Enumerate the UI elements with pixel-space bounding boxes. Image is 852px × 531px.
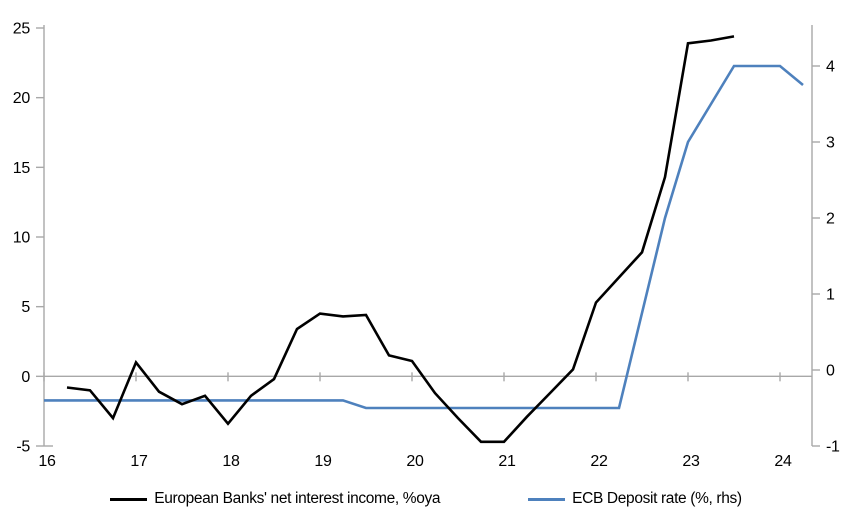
svg-text:-1: -1: [826, 439, 840, 456]
svg-text:2: 2: [826, 211, 835, 228]
svg-text:1: 1: [826, 287, 835, 304]
svg-text:0: 0: [21, 369, 30, 386]
svg-text:17: 17: [130, 453, 148, 470]
svg-text:-5: -5: [16, 439, 30, 456]
svg-text:10: 10: [13, 230, 31, 247]
svg-text:5: 5: [21, 299, 30, 316]
svg-text:22: 22: [590, 453, 608, 470]
svg-text:18: 18: [222, 453, 240, 470]
svg-text:4: 4: [826, 59, 835, 76]
svg-text:3: 3: [826, 135, 835, 152]
svg-text:20: 20: [406, 453, 424, 470]
legend-label-ecb-deposit-rate: ECB Deposit rate (%, rhs): [572, 490, 742, 507]
svg-text:19: 19: [314, 453, 332, 470]
legend-item-ecb-deposit-rate: ECB Deposit rate (%, rhs): [528, 490, 742, 508]
legend-label-net-interest-income: European Banks' net interest income, %oy…: [154, 490, 441, 507]
chart-legend: European Banks' net interest income, %oy…: [0, 490, 852, 508]
blue-line-swatch-icon: [528, 497, 566, 501]
legend-item-net-interest-income: European Banks' net interest income, %oy…: [110, 490, 441, 508]
svg-text:25: 25: [13, 21, 31, 38]
svg-text:20: 20: [13, 90, 31, 107]
svg-text:21: 21: [498, 453, 516, 470]
black-line-swatch-icon: [110, 497, 148, 501]
svg-text:16: 16: [38, 453, 56, 470]
svg-text:23: 23: [682, 453, 700, 470]
svg-text:15: 15: [13, 160, 31, 177]
svg-text:0: 0: [826, 363, 835, 380]
svg-text:24: 24: [774, 453, 792, 470]
